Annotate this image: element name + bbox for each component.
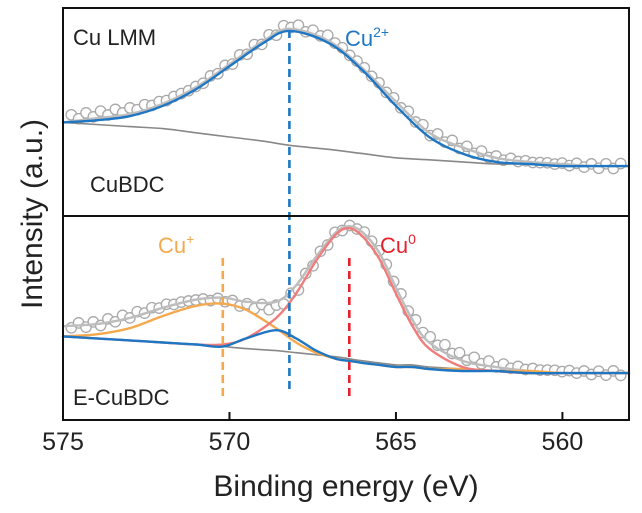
plot-frame — [62, 7, 630, 421]
x-axis-ticks: 575 570 565 560 — [42, 412, 583, 456]
panel-bottom-series-cu0 — [61, 226, 631, 375]
cu2-label-sup: 2+ — [373, 24, 389, 40]
reference-lines — [221, 30, 351, 400]
x-tick-label: 570 — [209, 428, 251, 456]
cu0-label-base: Cu — [380, 233, 408, 258]
cu1-label-base: Cu — [158, 233, 186, 258]
y-axis-title: Intensity (a.u.) — [16, 119, 49, 309]
cu1-label: Cu+ — [158, 231, 194, 258]
x-tick-label: 560 — [542, 428, 584, 456]
cu2-label: Cu2+ — [345, 24, 389, 51]
panel-top-series-cu2plus — [61, 29, 631, 168]
panel-bottom-plot — [61, 219, 631, 382]
panel-bottom-experimental-point — [439, 338, 451, 351]
panel-top-region-label: Cu LMM — [73, 25, 156, 50]
panel-bottom-series-fit-envelope — [61, 225, 631, 375]
panel-bottom-sample-label: E-CuBDC — [73, 385, 170, 410]
panel-bottom-series-cu2plus — [61, 329, 631, 375]
cu0-label-sup: 0 — [408, 231, 416, 247]
x-tick-label: 565 — [375, 428, 417, 456]
cu2-label-base: Cu — [345, 26, 373, 51]
panel-bottom-experimental-point — [453, 346, 466, 359]
panel-bottom-experimental-point — [468, 351, 481, 364]
panel-top-series-fit-envelope — [61, 27, 631, 168]
x-axis-title: Binding energy (eV) — [213, 470, 478, 503]
cu0-label: Cu0 — [380, 231, 416, 258]
panel-bottom-experimental-point — [614, 369, 627, 382]
panel-top-sample-label: CuBDC — [90, 172, 165, 197]
cu1-label-sup: + — [186, 231, 194, 247]
panel-top-experimental-point — [402, 105, 415, 118]
x-tick-label: 575 — [42, 428, 84, 456]
panel-top-plot — [61, 19, 631, 175]
